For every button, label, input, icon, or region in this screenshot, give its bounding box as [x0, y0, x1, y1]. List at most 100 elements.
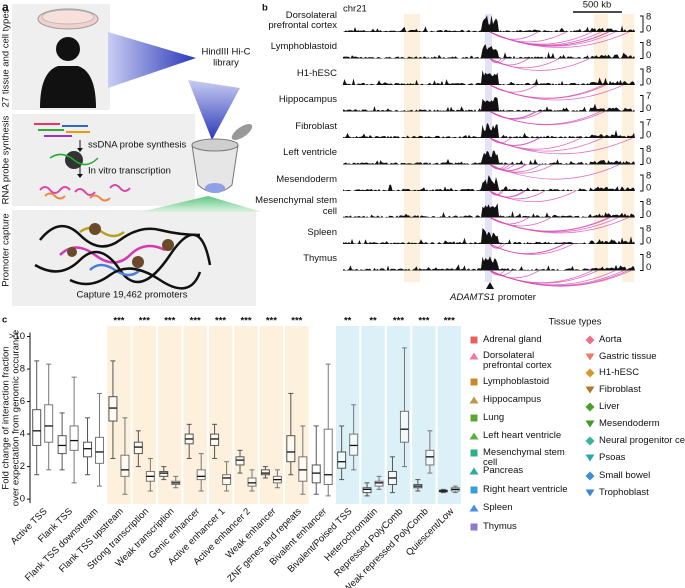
interaction-arc	[489, 270, 540, 279]
legend-marker	[585, 353, 595, 361]
legend-marker	[470, 414, 478, 422]
legend-label: Psoas	[599, 451, 626, 463]
significance: ***	[418, 316, 429, 327]
coverage-track	[343, 123, 635, 138]
legend-label: Lymphoblastoid	[483, 375, 550, 387]
box	[349, 433, 359, 456]
box	[235, 456, 245, 466]
panel-a-art	[12, 4, 262, 306]
coverage-track	[343, 44, 635, 59]
track-name: Lymphoblastoid	[270, 41, 337, 53]
box	[108, 396, 118, 422]
scale-bracket	[640, 121, 644, 139]
legend-marker	[585, 454, 595, 462]
track-name: Mesenchymal stem cell	[255, 195, 337, 217]
track-max: 8	[646, 12, 651, 23]
scale-bracket	[640, 95, 644, 112]
y-tick-label: 4	[20, 429, 25, 440]
coverage-track	[343, 70, 635, 85]
interaction-arc	[489, 137, 540, 146]
significance: ***	[393, 316, 404, 327]
legend-label: Hippocampus	[483, 393, 542, 405]
interaction-arc	[489, 243, 574, 255]
track-min: 0	[646, 156, 651, 167]
significance: ***	[266, 316, 277, 327]
box	[44, 404, 54, 443]
legend-marker	[585, 489, 595, 497]
track-max: 8	[646, 250, 651, 261]
track-max: 8	[646, 38, 651, 49]
legend-marker	[585, 402, 595, 412]
scale-bracket	[640, 68, 644, 86]
step-label: In vitro transcription	[88, 166, 171, 177]
box	[196, 469, 206, 481]
legend-marker	[470, 449, 478, 457]
box	[69, 425, 79, 451]
track-max: 8	[646, 65, 651, 76]
category-highlight	[335, 326, 360, 504]
box	[83, 441, 93, 458]
library-label: HindIII Hi-C	[201, 47, 250, 58]
scale-bracket	[640, 254, 644, 271]
legend-marker	[470, 523, 478, 531]
legend-label: Right heart ventricle	[483, 483, 568, 495]
box	[311, 464, 321, 484]
gene-suffix: promoter	[498, 292, 536, 303]
box	[120, 454, 130, 477]
legend-marker	[470, 336, 478, 344]
category-highlight	[234, 326, 258, 504]
legend-marker	[469, 352, 479, 360]
y-tick-label: 0	[20, 494, 25, 505]
scale-bracket	[640, 174, 644, 192]
track-name: Thymus	[303, 253, 337, 265]
significance: ***	[215, 316, 226, 327]
scale-bracket	[640, 148, 644, 165]
legend-label: Trophoblast	[599, 486, 649, 498]
scale-bracket	[640, 227, 644, 245]
y-axis-label: Fold change of interaction fraction	[1, 346, 12, 489]
box	[247, 477, 257, 487]
legend-label: Fibroblast	[599, 383, 641, 395]
coverage-track	[343, 175, 635, 191]
legend-marker	[585, 436, 595, 446]
box	[337, 451, 347, 469]
interaction-arc	[489, 190, 502, 196]
box	[133, 441, 143, 455]
track-max: 8	[646, 144, 651, 155]
box	[32, 409, 42, 446]
legend-label: Thymus	[483, 520, 517, 532]
panel-b-bands	[404, 11, 634, 289]
box	[159, 470, 169, 477]
track-min: 0	[646, 262, 651, 273]
track-min: 0	[646, 236, 651, 247]
interaction-arc	[489, 270, 505, 276]
box	[286, 435, 296, 463]
track-name: Spleen	[307, 226, 337, 238]
coverage-track	[343, 228, 635, 244]
step-label: ssDNA probe synthesis	[88, 140, 186, 151]
panel-label: c	[2, 315, 7, 326]
category-highlight	[259, 326, 284, 504]
interaction-arc	[489, 31, 539, 40]
scale-bar-label: 500 kb	[583, 0, 612, 11]
legend-label: Dorsolateral prefrontal cortex	[483, 349, 552, 371]
box	[374, 480, 384, 487]
interaction-arc	[489, 190, 545, 200]
box	[95, 436, 105, 464]
y-tick-label: 6	[20, 396, 25, 407]
legend-label: Mesenchymal stem cell	[483, 446, 565, 468]
significance: ***	[240, 316, 251, 327]
scale-bracket	[640, 42, 644, 59]
significance: ***	[164, 316, 175, 327]
coverage-track	[343, 97, 635, 112]
legend-marker	[469, 396, 479, 404]
legend-marker	[469, 432, 479, 440]
interaction-arc	[489, 217, 611, 232]
box	[399, 410, 409, 443]
y-tick-label: 2	[20, 461, 25, 472]
legend-marker	[585, 335, 595, 345]
legend-marker	[585, 420, 595, 428]
interaction-arc	[489, 111, 543, 120]
box	[260, 469, 270, 476]
panel-label: b	[262, 3, 268, 14]
